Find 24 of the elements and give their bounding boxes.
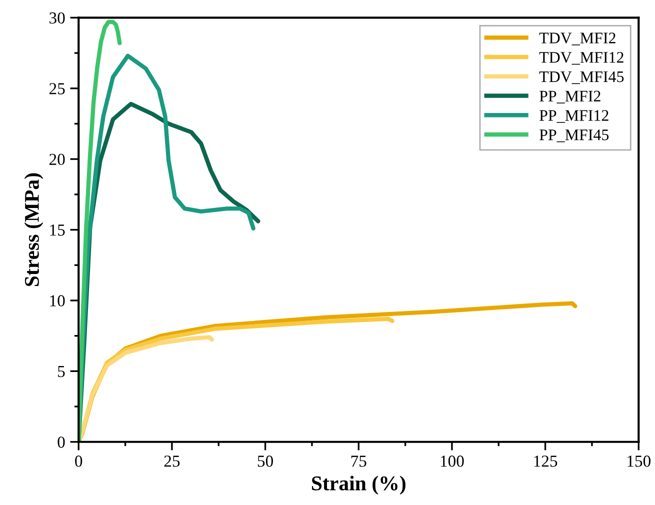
y-tick-label: 0 [58,436,65,448]
y-tick-label: 25 [49,83,65,94]
x-tick-label: 0 [75,456,82,467]
x-tick-label: 25 [164,456,180,467]
y-tick-label: 5 [58,366,65,378]
y-axis-title: Stress (MPa) [24,173,44,286]
legend-label: TDV_MFI2 [539,32,616,46]
legend-label: PP_MFI12 [540,110,608,123]
y-tick-label: 15 [50,224,65,236]
legend-label: TDV_MFI45 [539,71,624,84]
legend-label: PP_MFI45 [540,130,609,142]
x-tick-label: 50 [258,456,273,467]
line-series [78,335,214,442]
legend-label: PP_MFI2 [540,90,600,104]
x-axis-title: Strain (%) [312,476,406,495]
legend-label: TDV_MFI12 [539,52,624,65]
x-tick-label: 125 [534,456,558,467]
x-tick-label: 150 [628,456,650,467]
y-tick-label: 20 [49,154,65,166]
x-tick-label: 100 [440,456,464,467]
x-tick-label: 75 [351,456,366,467]
line-series [78,20,122,442]
y-tick-label: 10 [50,295,65,306]
y-tick-label: 30 [50,12,65,24]
